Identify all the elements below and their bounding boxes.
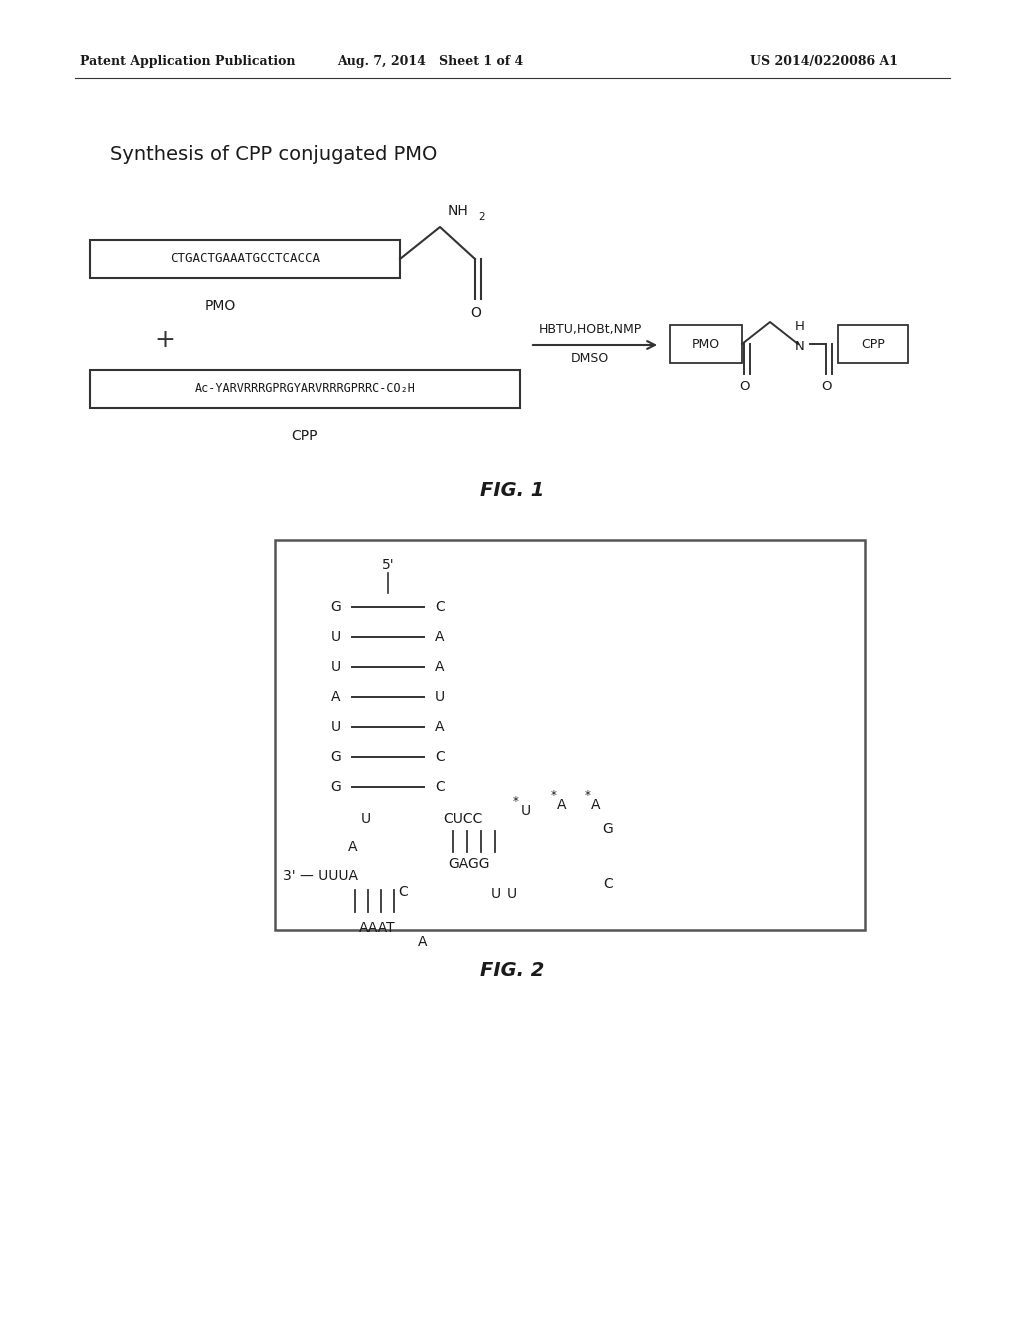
Text: CPP: CPP	[292, 429, 318, 444]
Text: US 2014/0220086 A1: US 2014/0220086 A1	[750, 55, 898, 69]
Text: G: G	[331, 601, 341, 614]
Text: NH: NH	[449, 205, 469, 218]
Text: Aug. 7, 2014   Sheet 1 of 4: Aug. 7, 2014 Sheet 1 of 4	[337, 55, 523, 69]
Bar	[90, 370, 520, 408]
Text: N: N	[795, 339, 805, 352]
Text: HBTU,HOBt,NMP: HBTU,HOBt,NMP	[539, 322, 642, 335]
Text: *: *	[585, 788, 591, 801]
Text: C: C	[398, 884, 408, 899]
Text: C: C	[435, 750, 444, 764]
Text: A: A	[591, 799, 601, 812]
Text: U: U	[490, 887, 501, 902]
Text: A: A	[418, 935, 428, 949]
Text: 5': 5'	[382, 558, 394, 572]
Text: U: U	[507, 887, 517, 902]
Text: O: O	[471, 306, 481, 319]
FancyArrowPatch shape	[532, 341, 655, 348]
Bar	[90, 240, 400, 279]
Text: A: A	[435, 719, 444, 734]
Text: U: U	[360, 812, 371, 826]
Text: FIG. 1: FIG. 1	[480, 480, 544, 499]
Text: 2: 2	[478, 213, 484, 222]
Text: Patent Application Publication: Patent Application Publication	[80, 55, 296, 69]
Text: U: U	[331, 660, 341, 675]
Text: A: A	[557, 799, 566, 812]
Text: A: A	[435, 660, 444, 675]
Text: PMO: PMO	[692, 338, 720, 351]
Text: Synthesis of CPP conjugated PMO: Synthesis of CPP conjugated PMO	[110, 145, 437, 165]
Text: FIG. 2: FIG. 2	[480, 961, 544, 979]
Text: +: +	[155, 327, 175, 352]
Text: CUCC: CUCC	[443, 812, 482, 826]
Text: *: *	[551, 788, 557, 801]
Text: DMSO: DMSO	[570, 352, 609, 366]
Text: A: A	[348, 840, 357, 854]
Bar	[670, 325, 742, 363]
Text: U: U	[435, 690, 445, 704]
Text: G: G	[603, 822, 613, 836]
Text: G: G	[331, 750, 341, 764]
Text: PMO: PMO	[205, 300, 236, 313]
Text: O: O	[739, 380, 751, 393]
Text: Ac-YARVRRRGPRGYARVRRRGPRRC-CO₂H: Ac-YARVRRRGPRGYARVRRRGPRRC-CO₂H	[195, 383, 416, 396]
Text: *: *	[513, 795, 519, 808]
Text: H: H	[795, 319, 805, 333]
Text: U: U	[331, 719, 341, 734]
Text: CTGACTGAAATGCCTCACCA: CTGACTGAAATGCCTCACCA	[170, 252, 319, 265]
Text: U: U	[331, 630, 341, 644]
Bar	[275, 540, 865, 931]
Text: A: A	[331, 690, 341, 704]
Text: CPP: CPP	[861, 338, 885, 351]
Text: AAAT: AAAT	[359, 921, 395, 935]
Text: C: C	[603, 876, 613, 891]
Text: GAGG: GAGG	[449, 857, 489, 871]
Text: U: U	[521, 804, 531, 818]
Text: C: C	[435, 601, 444, 614]
Text: A: A	[435, 630, 444, 644]
Text: O: O	[821, 380, 833, 393]
Bar	[838, 325, 908, 363]
Text: C: C	[435, 780, 444, 795]
Text: G: G	[331, 780, 341, 795]
Text: 3' — UUUA: 3' — UUUA	[283, 869, 358, 883]
